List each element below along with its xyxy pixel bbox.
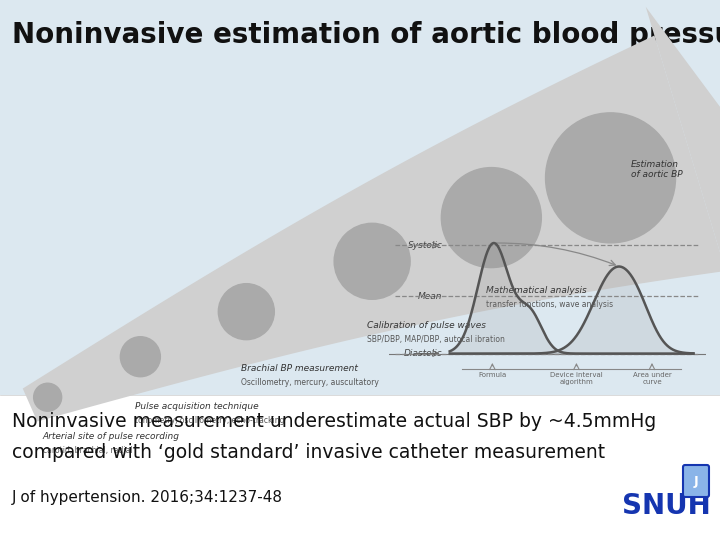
Text: tonometry, oscillometry, echo-tracking: tonometry, oscillometry, echo-tracking	[135, 416, 285, 424]
Text: SNUH: SNUH	[622, 492, 711, 520]
Text: Arterial site of pulse recording: Arterial site of pulse recording	[42, 432, 180, 441]
Bar	[0, 395, 720, 540]
Polygon shape	[646, 7, 720, 300]
Text: Calibration of pulse waves: Calibration of pulse waves	[367, 321, 486, 330]
Text: Formula: Formula	[478, 372, 506, 377]
Text: Estimation
of aortic BP: Estimation of aortic BP	[631, 160, 682, 179]
Circle shape	[218, 284, 274, 340]
Circle shape	[34, 383, 62, 411]
Circle shape	[120, 337, 161, 377]
Text: J: J	[693, 475, 698, 488]
Circle shape	[546, 113, 675, 243]
Bar	[0, 0, 720, 70]
Circle shape	[441, 167, 541, 268]
Text: transfer functions, wave analysis: transfer functions, wave analysis	[486, 300, 613, 308]
Text: Oscillometry, mercury, auscultatory: Oscillometry, mercury, auscultatory	[241, 377, 379, 387]
Circle shape	[334, 224, 410, 299]
Text: Mean: Mean	[418, 292, 442, 301]
Text: Area under
curve: Area under curve	[633, 372, 671, 384]
Text: Mathematical analysis: Mathematical analysis	[486, 286, 587, 295]
Text: Device interval
algorithm: Device interval algorithm	[550, 372, 603, 384]
Polygon shape	[23, 36, 720, 422]
Text: Noninvasive estimation of aortic blood pressure: Noninvasive estimation of aortic blood p…	[12, 21, 720, 49]
FancyBboxPatch shape	[683, 465, 709, 497]
Text: Diastolic: Diastolic	[404, 349, 442, 358]
Text: Systolic: Systolic	[408, 241, 442, 249]
Text: Noninvasive measurement underestimate actual SBP by ~4.5mmHg: Noninvasive measurement underestimate ac…	[12, 412, 656, 431]
Text: compared with ‘gold standard’ invasive catheter measurement: compared with ‘gold standard’ invasive c…	[12, 443, 605, 462]
Text: J of hypertension. 2016;34:1237-48: J of hypertension. 2016;34:1237-48	[12, 490, 283, 505]
Text: SBP/DBP, MAP/DBP, autocal ibration: SBP/DBP, MAP/DBP, autocal ibration	[367, 335, 505, 345]
Text: carotid, brachial, radial: carotid, brachial, radial	[42, 446, 132, 455]
Text: Pulse acquisition technique: Pulse acquisition technique	[135, 402, 259, 411]
Text: Brachial BP measurement: Brachial BP measurement	[241, 363, 358, 373]
